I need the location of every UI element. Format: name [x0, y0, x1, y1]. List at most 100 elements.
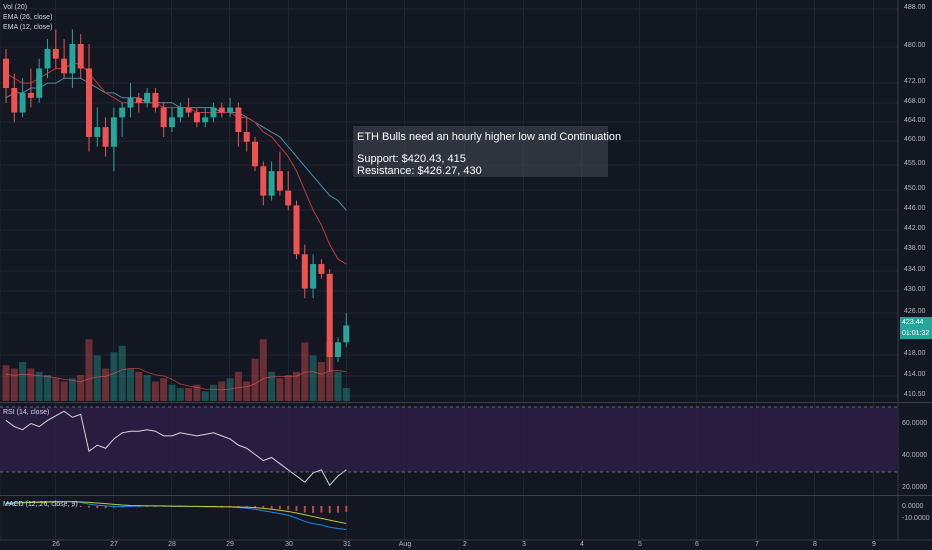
macd-histogram-bar — [328, 505, 331, 513]
volume-bar — [44, 375, 51, 401]
time-axis-tick: 26 — [52, 541, 60, 548]
volume-bar — [293, 371, 300, 401]
volume-indicator-label[interactable]: Vol (20) — [3, 4, 28, 11]
volume-bar — [168, 384, 176, 401]
time-axis-tick: 2 — [463, 541, 467, 548]
time-axis-tick: 3 — [522, 541, 526, 548]
time-axis-tick: 29 — [226, 541, 234, 548]
time-axis-tick: 4 — [580, 541, 584, 548]
volume-bar — [19, 362, 27, 401]
macd-histogram-bar — [71, 505, 74, 507]
price-axis-tick: 410.50 — [904, 391, 926, 398]
candle-body — [3, 58, 9, 89]
volume-bar — [201, 391, 209, 401]
macd-signal-line — [5, 501, 347, 524]
macd-histogram-bar — [5, 504, 7, 506]
macd-histogram-bar — [245, 505, 248, 507]
volume-bar — [226, 378, 234, 401]
macd-histogram-bar — [88, 505, 90, 508]
candle-body — [293, 205, 300, 255]
candle-body — [52, 48, 59, 59]
price-axis-tick: 450.00 — [904, 185, 926, 192]
price-axis-tick: 472.00 — [904, 78, 926, 85]
volume-bar — [218, 381, 226, 401]
price-axis-tick: 460.00 — [904, 136, 926, 143]
candle-body — [301, 254, 308, 289]
macd-histogram-bar — [13, 505, 16, 506]
volume-bar — [210, 384, 217, 401]
current-price-tag: 423.44 — [900, 317, 932, 328]
price-axis-tick: 426.00 — [904, 308, 926, 315]
candle-body — [102, 127, 109, 147]
macd-histogram-bar — [287, 505, 290, 510]
volume-bar — [110, 352, 118, 401]
macd-histogram-bar — [320, 505, 323, 513]
candle-body — [218, 107, 225, 113]
candle-body — [310, 264, 317, 289]
candle-body — [69, 44, 76, 74]
annotation-title: ETH Bulls need an hourly higher low and … — [357, 131, 622, 143]
volume-bar — [176, 388, 184, 401]
candle-body — [160, 107, 167, 128]
candle-body — [177, 107, 184, 118]
candle-body — [343, 325, 350, 343]
volume-bars — [2, 339, 350, 401]
volume-bar — [127, 368, 134, 401]
candle-body — [276, 171, 283, 191]
rsi-band — [0, 407, 898, 472]
volume-bar — [234, 371, 242, 401]
price-axis-tick: 455.00 — [904, 160, 926, 167]
volume-bar — [243, 381, 251, 401]
candle-body — [127, 97, 134, 108]
volume-bar — [52, 378, 60, 401]
volume-bar — [185, 388, 193, 401]
volume-bar — [334, 371, 342, 401]
time-axis-tick: 6 — [695, 541, 699, 548]
macd-indicator-label[interactable]: MACD (12, 26, close, 9) — [3, 501, 78, 508]
macd-axis-tick: -10.0000 — [902, 515, 930, 522]
volume-bar — [143, 375, 151, 401]
macd-histogram-bar — [112, 505, 115, 508]
macd-histogram-bar — [237, 505, 240, 507]
price-axis-tick: 480.00 — [904, 42, 926, 49]
macd-histogram-bar — [21, 505, 24, 507]
volume-ma-line — [5, 367, 347, 391]
candle-body — [318, 264, 325, 274]
candle-body — [235, 107, 242, 133]
macd-histogram-bar — [63, 505, 66, 507]
rsi-indicator-label[interactable]: RSI (14, close) — [3, 409, 50, 416]
price-axis-tick: 468.00 — [904, 98, 926, 105]
volume-bar — [10, 368, 18, 401]
time-axis-tick: 31 — [343, 541, 351, 548]
macd-histogram-bar — [79, 505, 82, 507]
idea-annotation[interactable]: ETH Bulls need an hourly higher low and … — [353, 126, 622, 177]
macd-histogram-bar — [54, 505, 57, 507]
ema12-indicator-label[interactable]: EMA (12, close) — [3, 24, 53, 31]
macd-histogram-bar — [303, 505, 306, 513]
macd-histogram-bar — [29, 505, 32, 507]
price-axis-tick: 418.00 — [904, 350, 926, 357]
time-axis-tick: 7 — [755, 541, 759, 548]
pane-separators — [0, 402, 932, 496]
rsi-line — [5, 410, 347, 487]
volume-bar — [151, 381, 159, 401]
volume-bar — [93, 355, 101, 401]
annotation-resistance: Resistance: $426.27, 430 — [357, 165, 482, 177]
rsi-line — [5, 410, 347, 487]
volume-bar — [309, 355, 317, 401]
candle-body — [210, 107, 217, 118]
price-axis-tick: 464.00 — [904, 117, 926, 124]
candle-body — [77, 44, 84, 69]
ema26-indicator-label[interactable]: EMA (26, close) — [3, 14, 53, 21]
candlesticks — [3, 29, 350, 372]
macd-axis-tick: 0.0000 — [902, 503, 924, 510]
rsi-axis-tick: 20.0000 — [902, 484, 928, 491]
candle-body — [227, 107, 234, 113]
macd-histogram-bar — [345, 505, 348, 512]
macd-histogram-bar — [104, 505, 107, 509]
price-axis-tick: 438.00 — [904, 245, 926, 252]
candle-body — [119, 107, 126, 118]
candle-countdown: 01:01:32 — [900, 328, 932, 339]
macd-histogram-bar — [312, 505, 315, 513]
